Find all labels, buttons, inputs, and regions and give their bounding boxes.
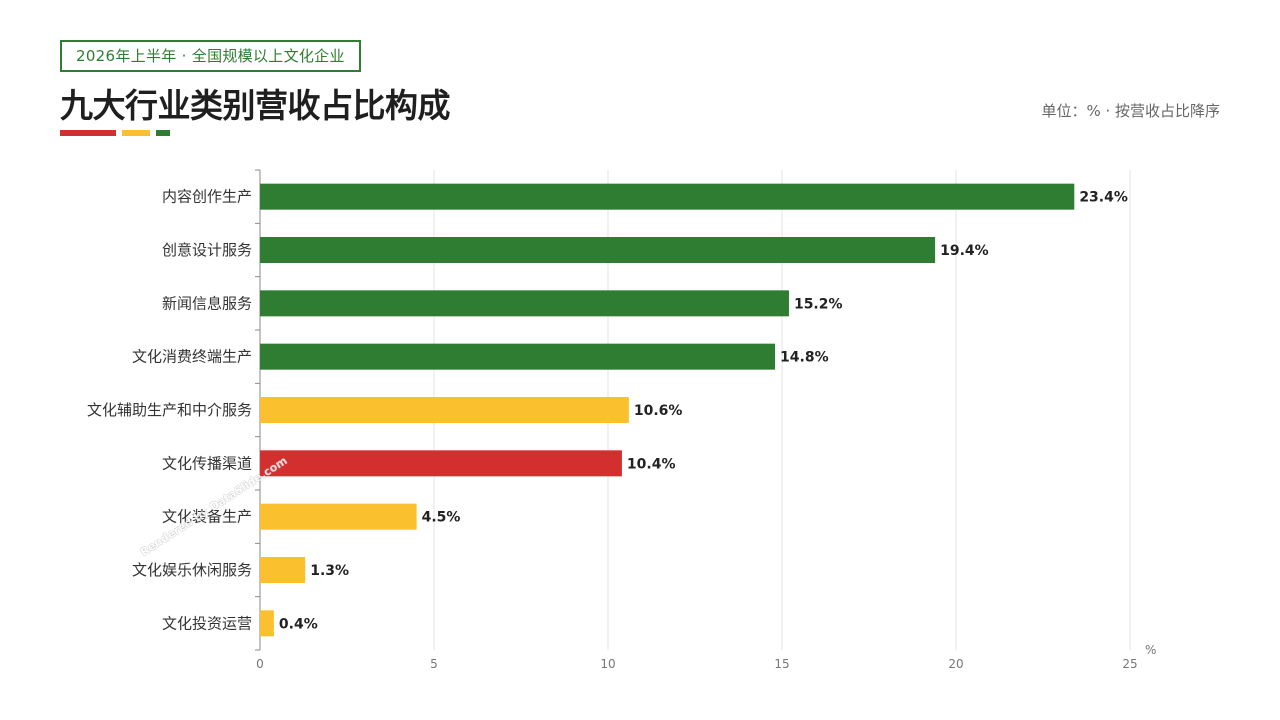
value-label: 23.4% [1079,190,1128,206]
value-label: 10.4% [627,456,676,472]
x-tick-label: 25 [1122,657,1137,671]
period-tag: 2026年上半年 · 全国规模以上文化企业 [60,40,361,72]
bar [260,557,306,583]
category-label: 文化消费终端生产 [132,348,252,366]
bar [260,503,417,530]
bar [260,610,274,637]
x-axis-unit: % [1145,643,1156,657]
x-tick-label: 0 [256,657,264,671]
value-label: 1.3% [310,563,349,579]
bar [260,237,936,263]
category-label: 文化传播渠道 [162,454,252,472]
x-tick-label: 5 [430,657,438,671]
bar [260,183,1075,210]
bar [260,290,789,317]
x-tick-label: 20 [948,657,963,671]
accent-bars [60,130,180,136]
value-label: 19.4% [940,243,989,259]
unit-note: 单位：% · 按营收占比降序 [1041,102,1220,120]
accent-bar-yellow [122,130,150,136]
page-title: 九大行业类别营收占比构成 [60,86,451,125]
bar [260,397,629,423]
category-label: 内容创作生产 [162,188,252,206]
accent-bar-red [60,130,116,136]
value-label: 10.6% [634,403,683,419]
accent-bar-green [156,130,170,136]
value-label: 0.4% [279,616,318,632]
value-label: 14.8% [780,350,829,366]
category-label: 文化辅助生产和中介服务 [87,401,252,419]
category-label: 新闻信息服务 [162,294,252,312]
x-tick-label: 15 [774,657,789,671]
category-label: 文化装备生产 [162,508,252,526]
value-label: 4.5% [422,510,461,526]
category-label: 文化娱乐休闲服务 [132,561,252,579]
bar [260,343,776,370]
x-tick-label: 10 [600,657,615,671]
category-label: 文化投资运营 [162,614,252,632]
category-label: 创意设计服务 [162,241,252,259]
value-label: 15.2% [794,296,843,312]
bar [260,450,622,477]
